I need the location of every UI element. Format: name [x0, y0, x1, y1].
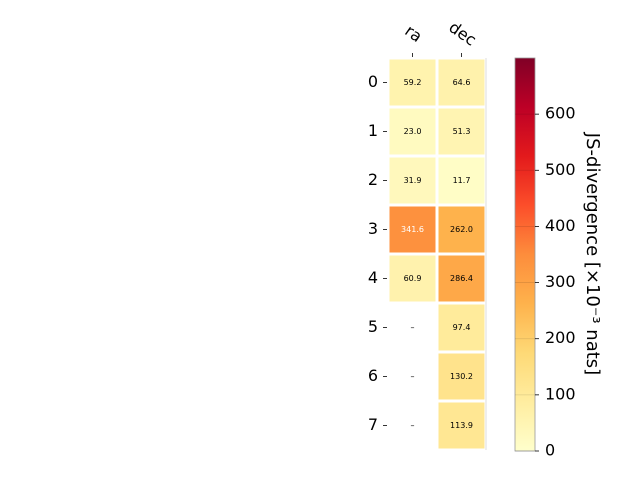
heatmap-cell: [438, 206, 485, 253]
row-tick-label: 3: [368, 219, 378, 238]
row-tick-label: 5: [368, 317, 378, 336]
cell-value-label: 11.7: [453, 176, 471, 185]
row-tick-label: 6: [368, 366, 378, 385]
heatmap-cell: [438, 402, 485, 449]
colorbar-ticks: 0 100 200 300 400 500 600: [515, 104, 576, 460]
colorbar-tick-label: 400: [545, 216, 576, 235]
cell-value-label: 130.2: [450, 372, 473, 381]
heatmap-cell: [389, 157, 436, 204]
column-tick-label: ra: [401, 21, 425, 46]
heatmap-cell: [389, 255, 436, 302]
heatmap-cell: [389, 59, 436, 106]
cell-missing-label: –: [411, 421, 415, 430]
cell-value-label: 59.2: [404, 78, 422, 87]
row-tick-label: 1: [368, 121, 378, 140]
heatmap-cell: [438, 304, 485, 351]
colorbar-tick-label: 600: [545, 104, 576, 123]
colorbar-label: JS-divergence [×10⁻³ nats]: [582, 132, 603, 375]
row-tick-label: 4: [368, 268, 378, 287]
cell-value-label: 97.4: [453, 323, 471, 332]
cell-value-label: 262.0: [450, 225, 473, 234]
row-tick-label: 7: [368, 415, 378, 434]
cell-value-label: 64.6: [453, 78, 471, 87]
colorbar-tick-label: 0: [545, 441, 555, 460]
cell-value-label: 113.9: [450, 421, 473, 430]
cell-missing-label: –: [411, 323, 415, 332]
colorbar: 0 100 200 300 400 500 600 JS-divergence [×10⁻³…: [514, 57, 603, 460]
heatmap-cell: [389, 206, 436, 253]
column-tick-label: dec: [445, 17, 479, 49]
heatmap-cell: [389, 108, 436, 155]
row-tick-labels: 0 1 2 3 4 5 6 7: [368, 72, 387, 434]
heatmap-cell: [438, 59, 485, 106]
cell-value-label: 23.0: [404, 127, 422, 136]
colorbar-tick-label: 500: [545, 160, 576, 179]
cell-value-label: 341.6: [401, 225, 424, 234]
row-tick-label: 0: [368, 72, 378, 91]
heatmap-cell: [438, 157, 485, 204]
column-tick-labels: ra dec: [401, 17, 480, 57]
row-tick-label: 2: [368, 170, 378, 189]
colorbar-tick-label: 100: [545, 384, 576, 403]
cell-value-label: 60.9: [404, 274, 422, 283]
heatmap-cell: [438, 108, 485, 155]
colorbar-tick-label: 300: [545, 272, 576, 291]
colorbar-tick-label: 200: [545, 328, 576, 347]
heatmap-cell: [438, 255, 485, 302]
heatmap-cells: 59.2 64.6 23.0 51.3 31.9 11.7 341.6 262.0 60.9 28…: [389, 58, 487, 450]
cell-value-label: 51.3: [453, 127, 471, 136]
cell-missing-label: –: [411, 372, 415, 381]
heatmap-cell: [438, 353, 485, 400]
cell-value-label: 286.4: [450, 274, 473, 283]
cell-value-label: 31.9: [404, 176, 422, 185]
colorbar-gradient: [514, 57, 536, 452]
